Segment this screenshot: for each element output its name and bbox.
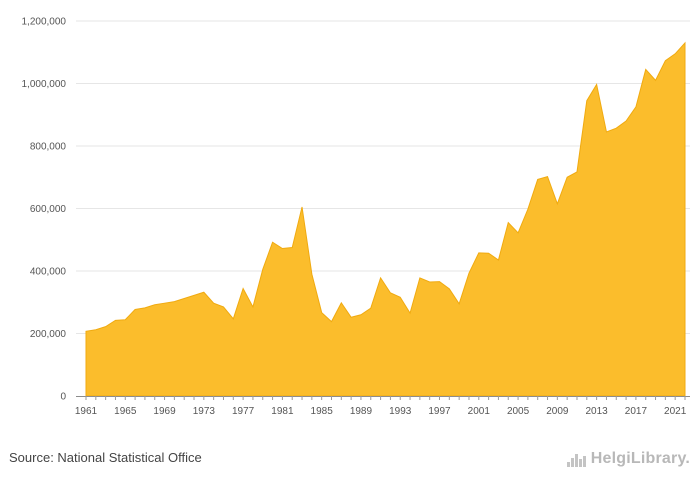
x-tick-label: 2021: [664, 406, 687, 417]
y-axis-ticks: 0 200,000 400,000 600,000 800,000 1,000,000 1,…: [22, 17, 67, 403]
x-tick-label: 1985: [311, 406, 334, 417]
x-tick-label: 1997: [428, 406, 451, 417]
y-tick-label: 1,200,000: [22, 17, 67, 28]
x-tick-label: 1977: [232, 406, 255, 417]
area-chart: 0 200,000 400,000 600,000 800,000 1,000,000 1,…: [22, 17, 690, 417]
helgi-library-logo-icon: [566, 450, 588, 468]
x-tick-label: 1965: [114, 406, 137, 417]
x-tick-label: 1961: [75, 406, 98, 417]
logo-text: HelgiLibrary.: [590, 450, 690, 467]
y-tick-label: 800,000: [30, 142, 67, 153]
y-tick-label: 400,000: [30, 267, 67, 278]
x-tick-label: 1989: [350, 406, 373, 417]
area-series: [85, 41, 686, 397]
x-tick-label: 1969: [153, 406, 176, 417]
x-tick-label: 1973: [193, 406, 216, 417]
x-tick-label: 2013: [585, 406, 608, 417]
y-tick-label: 1,000,000: [22, 79, 67, 90]
x-tick-label: 1981: [271, 406, 294, 417]
x-tick-label: 1993: [389, 406, 412, 417]
x-axis-ticks: 1961 1965 1969 1973 1977 1981 1985 1989 1993 1997…: [75, 396, 687, 417]
y-tick-label: 600,000: [30, 204, 67, 215]
y-tick-label: 200,000: [30, 329, 67, 340]
x-tick-label: 2005: [507, 406, 530, 417]
helgi-library-logo[interactable]: HelgiLibrary.: [566, 447, 690, 471]
x-tick-label: 2017: [625, 406, 648, 417]
y-tick-label: 0: [60, 392, 66, 403]
x-tick-label: 2001: [468, 406, 491, 417]
source-note: Source: National Statistical Office: [9, 450, 202, 465]
x-tick-label: 2009: [546, 406, 569, 417]
